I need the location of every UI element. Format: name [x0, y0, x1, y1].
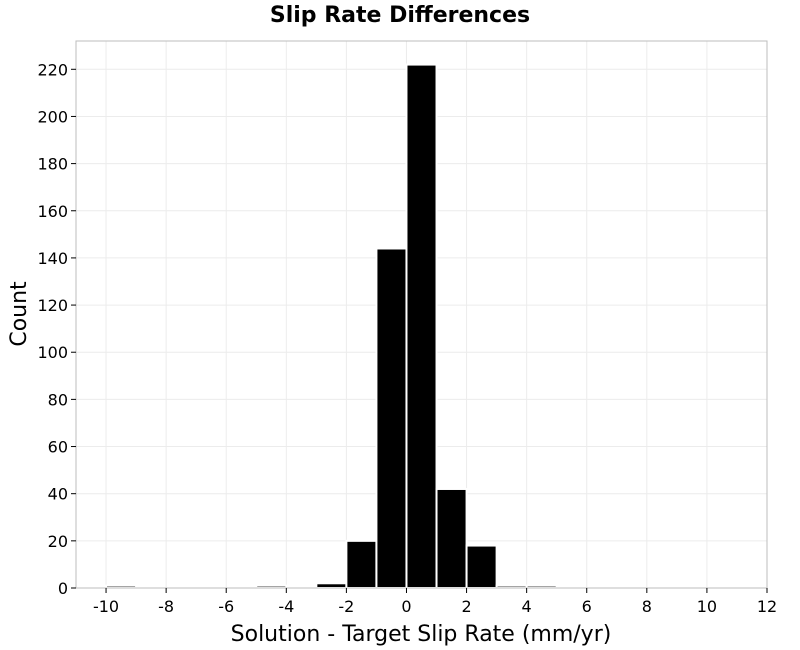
y-tick-label: 160: [37, 202, 68, 221]
x-tick-label: -8: [158, 597, 174, 616]
chart-title: Slip Rate Differences: [270, 3, 530, 28]
histogram-bar: [375, 247, 408, 589]
y-tick-label: 60: [48, 438, 68, 457]
x-tick-label: 8: [642, 597, 652, 616]
x-tick-label: -10: [93, 597, 119, 616]
x-tick-label: 2: [461, 597, 471, 616]
y-axis-label: Count: [7, 281, 32, 347]
y-tick-label: 40: [48, 485, 68, 504]
x-tick-label: -4: [278, 597, 294, 616]
histogram-bar: [405, 63, 438, 590]
x-tick-label: 0: [401, 597, 411, 616]
y-tick-label: 220: [37, 60, 68, 79]
y-tick-label: 20: [48, 532, 68, 551]
x-tick-label: 10: [697, 597, 717, 616]
y-tick-label: 120: [37, 296, 68, 315]
histogram-bar: [435, 487, 468, 590]
x-axis-label: Solution - Target Slip Rate (mm/yr): [231, 622, 612, 647]
histogram-bar: [465, 544, 498, 590]
bars: [105, 63, 558, 590]
axis-ticks: -10 -8 -6 -4 -2 0 2 4 6 8 10 1202040608010012014016…: [37, 60, 777, 616]
histogram-bar: [315, 582, 348, 590]
y-tick-label: 0: [58, 579, 68, 598]
y-tick-label: 200: [37, 107, 68, 126]
x-tick-label: -6: [218, 597, 234, 616]
x-tick-label: 12: [757, 597, 777, 616]
x-tick-label: 6: [582, 597, 592, 616]
histogram-bar: [345, 539, 378, 590]
y-tick-label: 140: [37, 249, 68, 268]
plot-frame: [75, 40, 768, 589]
y-tick-label: 80: [48, 390, 68, 409]
x-tick-label: 4: [522, 597, 532, 616]
y-tick-label: 100: [37, 343, 68, 362]
x-tick-label: -2: [338, 597, 354, 616]
y-tick-label: 180: [37, 155, 68, 174]
